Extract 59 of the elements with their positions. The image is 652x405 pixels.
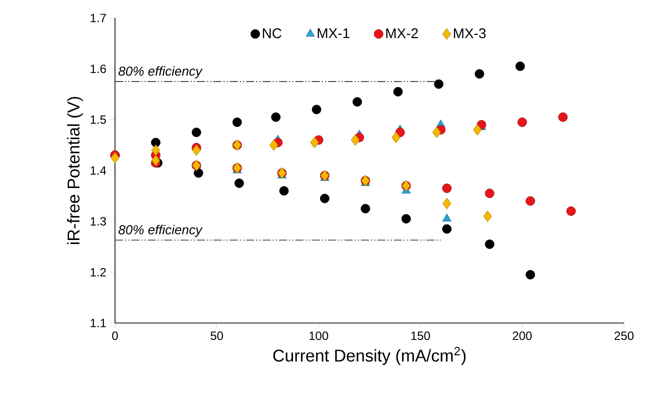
- point: [484, 188, 494, 198]
- point: [320, 194, 330, 204]
- x-tick-label: 100: [310, 332, 328, 340]
- point: [558, 112, 568, 122]
- point: [360, 204, 370, 214]
- point: [151, 138, 160, 148]
- y-tick-label: 1.7: [90, 14, 106, 22]
- point: [474, 69, 484, 79]
- point: [192, 128, 202, 138]
- point: [352, 97, 362, 107]
- x-tick-label: 150: [411, 332, 430, 340]
- point: [473, 124, 482, 136]
- point: [279, 186, 289, 196]
- ref-line-label: 80% efficiency: [118, 66, 203, 78]
- x-tick-label: 50: [210, 332, 224, 340]
- y-tick-label: 1.2: [90, 268, 106, 276]
- point: [392, 132, 400, 144]
- legend-label: MX-1: [318, 28, 350, 38]
- point: [312, 104, 322, 114]
- ref-line-label: 80% efficiency: [118, 224, 203, 237]
- point: [526, 196, 536, 206]
- legend-label: MX-2: [386, 28, 418, 38]
- point: [442, 198, 452, 210]
- point: [518, 118, 527, 127]
- point: [484, 240, 494, 249]
- legend-label: NC: [262, 28, 282, 38]
- x-tick-label: 200: [512, 332, 532, 340]
- x-tick-label: 0: [112, 332, 118, 340]
- y-axis-title: iR-free Potential (V): [67, 96, 83, 244]
- y-tick-label: 1.5: [90, 115, 106, 124]
- y-tick-label: 1.4: [90, 166, 106, 175]
- x-axis-title: Current Density (mA/cm$^{2}$): [273, 346, 466, 366]
- point: [515, 62, 525, 71]
- point: [234, 178, 244, 188]
- point: [434, 79, 444, 89]
- point: [483, 210, 492, 222]
- point: [442, 184, 452, 193]
- x-tick-label: 250: [614, 332, 634, 340]
- legend-label: MX-3: [454, 28, 486, 38]
- point: [566, 206, 576, 216]
- point: [151, 144, 160, 156]
- y-tick-label: 1.3: [90, 217, 106, 226]
- point: [442, 214, 452, 222]
- point: [310, 136, 319, 148]
- y-tick-label: 1.1: [90, 318, 106, 328]
- point: [192, 144, 201, 156]
- point: [350, 134, 360, 146]
- point: [432, 126, 442, 138]
- point: [401, 214, 411, 224]
- point: [269, 139, 278, 151]
- y-tick-label: 1.6: [90, 64, 106, 74]
- point: [271, 112, 281, 122]
- point: [526, 270, 536, 280]
- point: [194, 168, 204, 178]
- point: [232, 118, 242, 127]
- point: [442, 224, 452, 234]
- point: [393, 87, 403, 96]
- point: [151, 154, 160, 166]
- point: [110, 152, 120, 164]
